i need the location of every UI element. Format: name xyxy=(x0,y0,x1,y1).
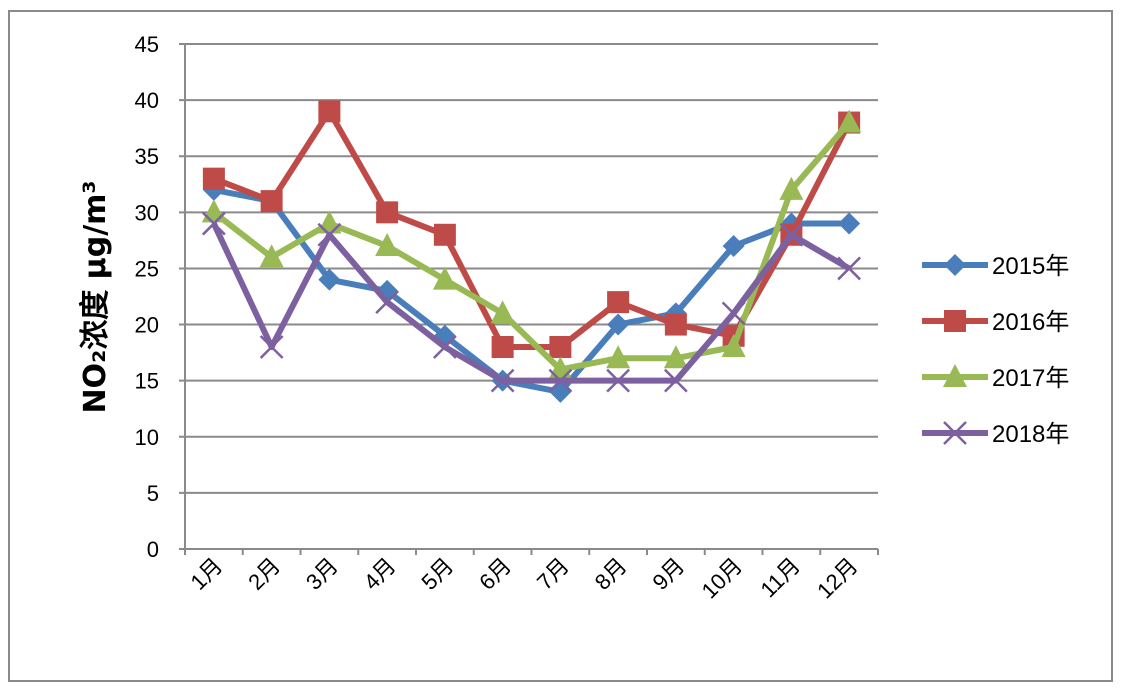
marker-triangle xyxy=(943,364,967,387)
marker-x-stroke xyxy=(548,368,573,393)
x-tick-label: 1月 xyxy=(186,553,228,595)
marker-square xyxy=(318,100,341,123)
legend-label: 2015年 xyxy=(992,253,1069,280)
marker-x-stroke xyxy=(779,222,804,247)
marker-square xyxy=(376,201,399,224)
marker-x-stroke xyxy=(317,222,342,247)
marker-triangle xyxy=(375,233,400,256)
marker-x xyxy=(663,368,688,393)
marker-x xyxy=(837,256,862,281)
y-tick-label: 30 xyxy=(135,200,159,225)
marker-triangle xyxy=(201,199,226,223)
marker-square xyxy=(664,313,687,336)
x-tick-label: 7月 xyxy=(532,553,574,595)
y-axis-label: NO₂浓度 μg/m³ xyxy=(78,180,113,413)
marker-x-stroke xyxy=(490,368,515,393)
marker-triangle xyxy=(317,210,342,234)
marker-diamond xyxy=(944,254,966,276)
marker-x-stroke xyxy=(259,335,284,359)
legend-label: 2017年 xyxy=(992,365,1069,392)
y-tick-label: 10 xyxy=(135,425,159,450)
x-tick-label: 3月 xyxy=(301,553,343,595)
series-2018年 xyxy=(201,211,862,393)
legend-item: 2018年 xyxy=(922,421,1069,448)
marker-x xyxy=(201,211,226,236)
legend: 2015年 2016年 2017年 2018年 xyxy=(922,253,1069,448)
marker-square xyxy=(433,223,456,246)
series-line xyxy=(212,108,852,350)
y-tick-label: 0 xyxy=(147,537,159,562)
x-tick-label: 12月 xyxy=(812,553,863,604)
y-tick-label: 45 xyxy=(135,32,159,57)
x-tick-label: 9月 xyxy=(648,553,690,595)
y-tick-label: 15 xyxy=(135,369,159,394)
marker-triangle xyxy=(432,266,457,290)
marker-x xyxy=(490,368,515,393)
marker-triangle xyxy=(490,300,515,324)
marker-x-stroke xyxy=(943,421,967,445)
legend-item: 2015年 xyxy=(922,253,1069,280)
marker-x xyxy=(259,335,284,359)
marker-x xyxy=(317,222,342,247)
marker-square xyxy=(944,310,966,332)
series-line xyxy=(213,186,850,395)
marker-square xyxy=(549,336,572,358)
series-2016年 xyxy=(202,100,861,358)
marker-x xyxy=(375,290,400,314)
x-tick-label: 11月 xyxy=(756,553,805,602)
marker-triangle xyxy=(837,109,862,133)
legend-item: 2016年 xyxy=(922,309,1069,336)
marker-triangle xyxy=(259,244,284,268)
marker-x xyxy=(943,421,967,445)
marker-diamond xyxy=(722,235,745,257)
x-tick-label: 6月 xyxy=(474,553,516,595)
marker-x-stroke xyxy=(606,368,631,393)
marker-x xyxy=(779,222,804,247)
marker-x xyxy=(721,301,746,326)
marker-x-stroke xyxy=(837,256,862,281)
chart-frame xyxy=(8,10,1113,682)
marker-diamond xyxy=(318,268,341,291)
marker-diamond xyxy=(838,212,861,235)
series-group xyxy=(201,100,862,403)
x-tick-label: 2月 xyxy=(243,553,285,595)
marker-x-stroke xyxy=(432,335,457,359)
marker-triangle xyxy=(663,345,688,369)
marker-x-stroke xyxy=(375,290,400,314)
y-axis-ticks: 0 5 10 15 20 25 30 35 40 45 xyxy=(135,32,159,562)
series-2017年 xyxy=(201,109,862,380)
series-line xyxy=(212,120,852,373)
y-tick-label: 20 xyxy=(135,313,159,338)
y-tick-label: 35 xyxy=(135,144,159,169)
marker-x-stroke xyxy=(663,368,688,393)
y-tick-label: 25 xyxy=(135,256,159,281)
marker-triangle xyxy=(721,334,746,357)
marker-x-stroke xyxy=(201,211,226,236)
x-tick-label: 5月 xyxy=(417,553,459,595)
x-tick-label: 10月 xyxy=(697,553,748,604)
marker-x xyxy=(432,335,457,359)
marker-square xyxy=(202,167,225,190)
legend-label: 2018年 xyxy=(992,421,1069,448)
legend-label: 2016年 xyxy=(992,309,1069,336)
y-tick-label: 5 xyxy=(147,481,159,506)
marker-triangle xyxy=(606,345,631,369)
series-line xyxy=(211,222,851,384)
y-tick-label: 40 xyxy=(135,88,159,113)
marker-square xyxy=(260,190,283,213)
x-tick-label: 8月 xyxy=(590,553,632,595)
x-tick-label: 4月 xyxy=(359,553,401,595)
marker-square xyxy=(607,291,630,314)
marker-x xyxy=(606,368,631,393)
legend-item: 2017年 xyxy=(922,364,1069,392)
marker-x-stroke xyxy=(721,301,746,326)
marker-triangle xyxy=(779,176,804,200)
marker-square xyxy=(491,336,514,358)
gridlines xyxy=(179,43,879,555)
x-axis-ticks: 1月 2月 3月 4月 5月 6月 7月 8月 9月 10月 11月 12月 xyxy=(186,553,863,604)
marker-diamond xyxy=(607,313,630,336)
marker-x xyxy=(548,368,573,393)
